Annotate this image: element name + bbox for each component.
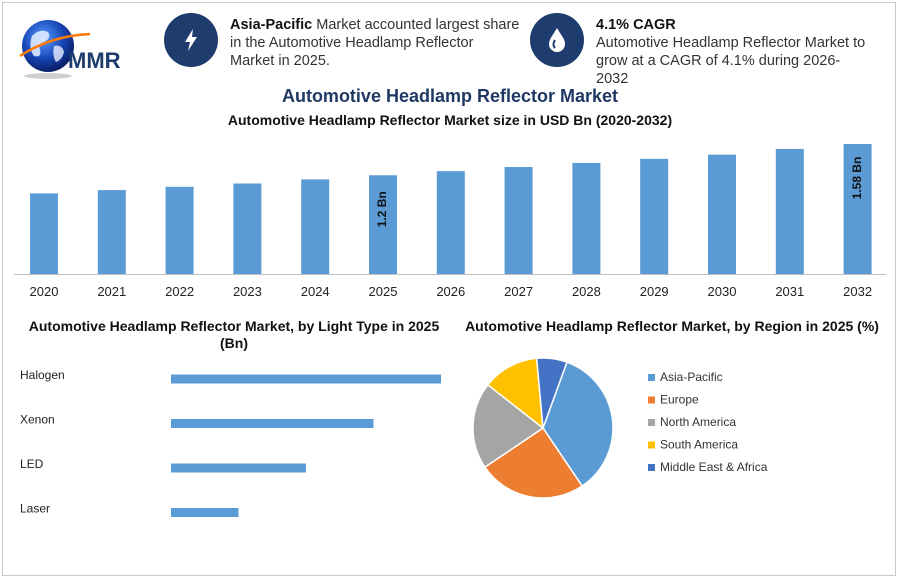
region-chart-title: Automotive Headlamp Reflector Market, by…	[465, 318, 879, 334]
x-tick-2031: 2031	[775, 284, 804, 299]
bar-2025	[369, 175, 397, 274]
page-subtitle: Automotive Headlamp Reflector Market siz…	[227, 112, 673, 128]
legend-swatch-europe	[648, 396, 655, 404]
light-type-label-laser: Laser	[20, 502, 50, 516]
data-label-2025: 1.2 Bn	[375, 191, 389, 227]
bar-2027	[504, 167, 533, 274]
x-tick-2024: 2024	[301, 284, 330, 299]
bar-2026	[436, 171, 465, 274]
legend-label-south-america: South America	[660, 438, 738, 452]
legend-swatch-middle-east-africa	[648, 464, 655, 471]
bar-2024	[301, 179, 330, 274]
x-tick-2020: 2020	[30, 284, 59, 299]
light-type-bar-laser	[171, 508, 239, 517]
stat-asia-pacific-text: Market accounted largest share in the Au…	[230, 17, 520, 69]
region-pie-chart: Asia-Pacific Europe North America South Ame…	[472, 357, 768, 499]
x-tick-2028: 2028	[572, 284, 601, 299]
x-tick-2025: 2025	[369, 284, 398, 299]
light-type-chart-title: Automotive Headlamp Reflector Market, by…	[28, 318, 440, 351]
pie-slice-north-america	[472, 383, 545, 469]
x-tick-2021: 2021	[97, 284, 126, 299]
x-tick-2026: 2026	[436, 284, 465, 299]
stat-cagr-bold: 4.1% CAGR	[596, 17, 676, 33]
legend-label-asia-pacific: Asia-Pacific	[660, 370, 723, 384]
bar-2023	[233, 183, 262, 274]
legend-label-north-america: North America	[660, 415, 736, 429]
x-tick-2029: 2029	[640, 284, 669, 299]
legend-swatch-asia-pacific	[648, 374, 655, 381]
svg-text:MMR: MMR	[68, 48, 121, 73]
light-type-bar-xenon	[171, 419, 374, 428]
legend-label-europe: Europe	[660, 393, 699, 407]
light-type-bar-led	[171, 463, 306, 473]
light-type-label-halogen: Halogen	[20, 368, 65, 382]
stat-cagr-text: Automotive Headlamp Reflector Market to …	[596, 35, 866, 87]
light-type-label-led: LED	[20, 457, 44, 471]
bar-2032	[843, 144, 872, 274]
bar-2030	[708, 154, 736, 274]
x-tick-2032: 2032	[843, 284, 872, 299]
pie-slice-south-america	[486, 357, 544, 430]
light-type-bar-halogen	[171, 374, 441, 384]
drop-icon	[530, 13, 584, 67]
data-label-2032: 1.58 Bn	[850, 157, 864, 200]
bar-2028	[572, 162, 601, 274]
x-tick-2023: 2023	[233, 284, 262, 299]
stat-cagr: 4.1% CAGR Automotive Headlamp Reflector …	[596, 16, 871, 88]
pie-slice-europe	[483, 426, 584, 499]
legend-swatch-north-america	[648, 419, 655, 426]
light-type-bar-chart: Halogen Xenon LED Laser	[20, 368, 441, 517]
legend-swatch-south-america	[648, 441, 655, 449]
bar-2029	[640, 158, 669, 274]
lightning-icon	[164, 13, 218, 67]
bar-2020	[30, 193, 58, 274]
light-type-label-xenon: Xenon	[20, 413, 55, 427]
stat-asia-pacific-bold: Asia-Pacific	[230, 17, 313, 33]
market-size-bar-chart: 2020 2021 2022 2023 2024 2025 1.2 Bn 2026 2027 20…	[14, 144, 886, 299]
bar-2031	[775, 148, 804, 274]
x-tick-2030: 2030	[708, 284, 737, 299]
x-tick-2027: 2027	[504, 284, 533, 299]
page-title: Automotive Headlamp Reflector Market	[281, 86, 619, 106]
pie-slice-asia-pacific	[542, 361, 614, 488]
x-tick-2022: 2022	[165, 284, 194, 299]
stat-asia-pacific: Asia-Pacific Market accounted largest sh…	[230, 16, 520, 70]
pie-slice-middle-east-africa	[535, 357, 568, 429]
mmr-logo: MMR	[14, 16, 144, 80]
legend-label-middle-east-africa: Middle East & Africa	[660, 460, 768, 474]
bar-2021	[97, 190, 126, 274]
bar-2022	[165, 186, 194, 274]
